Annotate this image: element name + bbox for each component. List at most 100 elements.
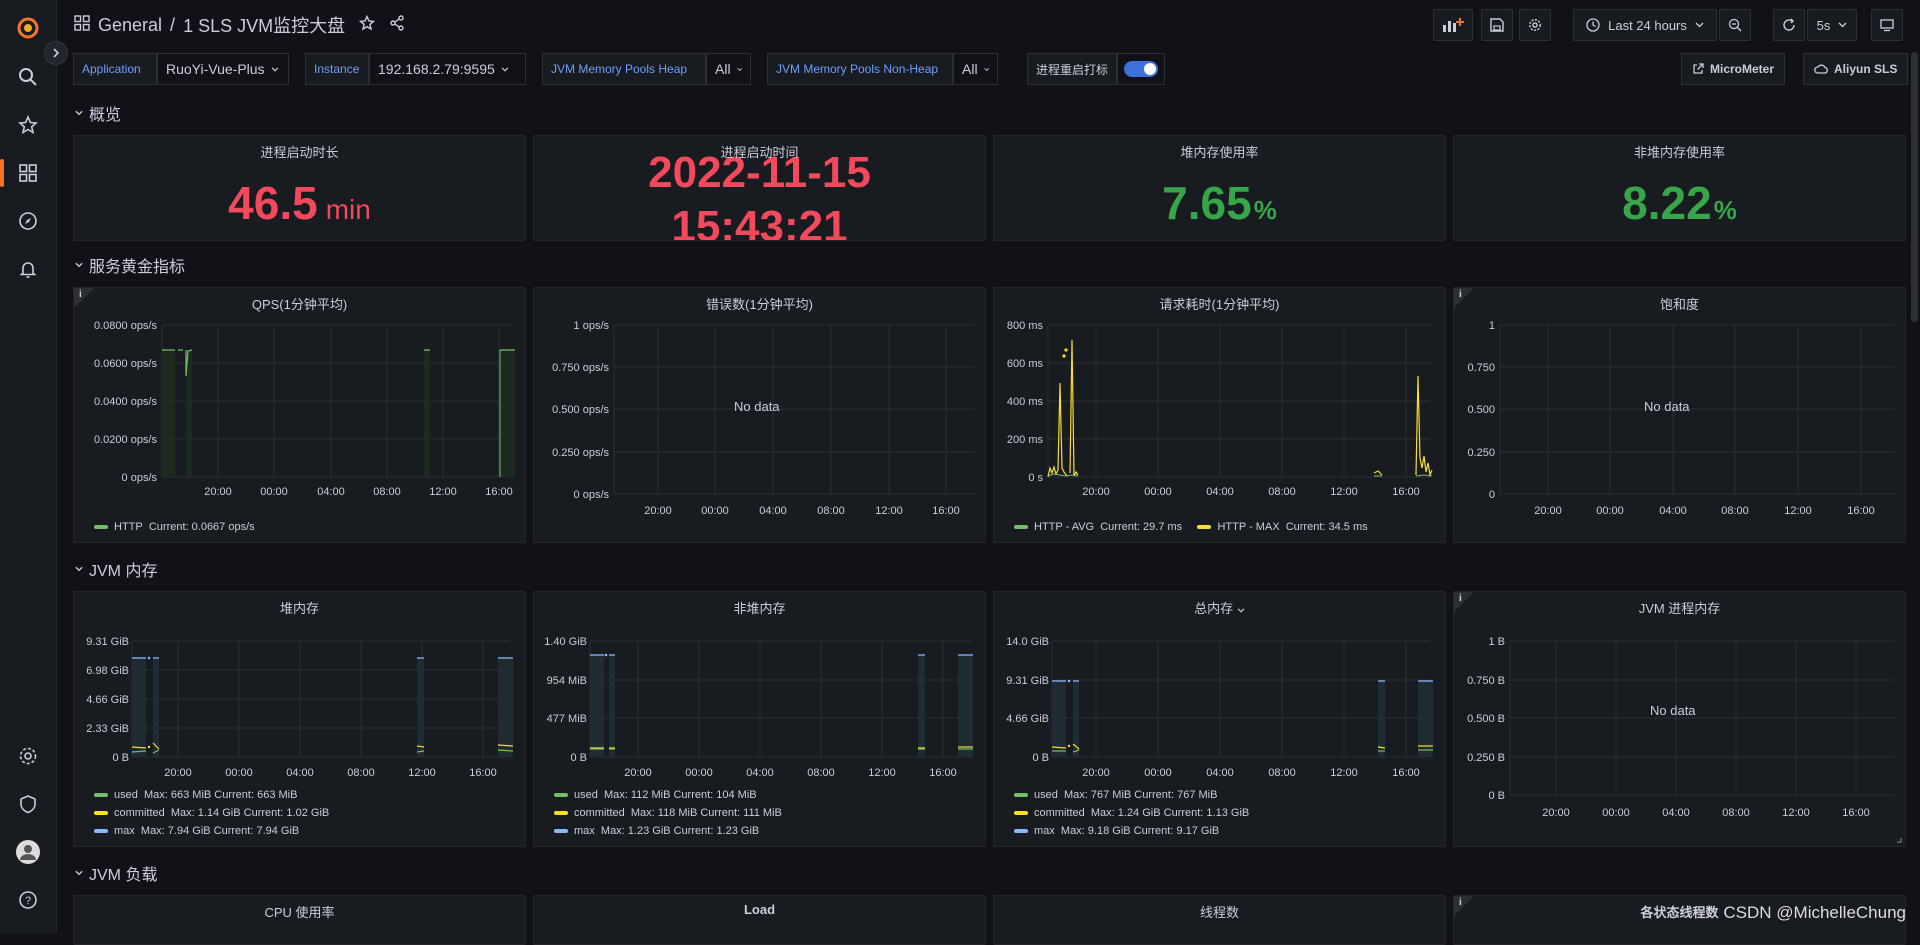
share-icon[interactable] <box>389 14 405 36</box>
qps-graph: 0.0800 ops/s 0.0600 ops/s 0.0400 ops/s 0… <box>94 320 515 498</box>
y-tick: 0.250 ops/s <box>552 447 609 459</box>
row-golden-signals[interactable]: 服务黄金指标 <box>75 253 185 277</box>
page-scrollbar[interactable] <box>1911 52 1918 322</box>
heap-pools-select[interactable]: All <box>706 53 751 85</box>
row-jvm-memory[interactable]: JVM 内存 <box>75 557 157 581</box>
panel-title: 非堆内存使用率 <box>1633 145 1725 160</box>
legend-item[interactable]: committed Max: 118 MiB Current: 111 MiB <box>554 804 782 822</box>
latency-max-points <box>1062 348 1068 358</box>
zoom-out-button[interactable] <box>1719 9 1751 41</box>
row-golden-title: 服务黄金指标 <box>89 259 186 276</box>
nonheap-committed-series <box>590 746 973 749</box>
info-icon[interactable]: i <box>1459 593 1462 604</box>
legend-item[interactable]: HTTP - AVG Current: 29.7 ms HTTP - MAX C… <box>1014 518 1368 536</box>
y-tick: 200 ms <box>1007 434 1044 446</box>
star-favorite-icon[interactable] <box>358 14 376 36</box>
search-icon[interactable] <box>14 63 42 91</box>
help-icon[interactable]: ? <box>14 886 42 914</box>
application-value: RuoYi-Vue-Plus <box>166 61 265 77</box>
application-select[interactable]: RuoYi-Vue-Plus <box>157 53 289 85</box>
timeseries-panel-threads[interactable]: 线程数 <box>993 895 1446 945</box>
x-tick: 16:00 <box>485 486 513 498</box>
timeseries-panel-load[interactable]: Load <box>533 895 986 945</box>
timeseries-panel-jvm-process-memory[interactable]: i JVM 进程内存 1 B 0.750 B 0.500 B 0.250 B 0… <box>1453 591 1906 847</box>
info-icon[interactable]: i <box>1459 897 1462 908</box>
legend-item[interactable]: used Max: 112 MiB Current: 104 MiB <box>554 786 782 804</box>
x-tick: 20:00 <box>1542 807 1570 819</box>
timeseries-panel-total-memory[interactable]: 总内存 14.0 GiB 9.31 GiB 4.66 GiB 0 B 20:00… <box>993 591 1446 847</box>
nonheap-pools-select[interactable]: All <box>953 53 998 85</box>
x-tick: 12:00 <box>1330 767 1358 779</box>
legend-item[interactable]: max Max: 9.18 GiB Current: 9.17 GiB <box>1014 822 1249 840</box>
shield-icon[interactable] <box>14 790 42 818</box>
info-icon[interactable]: i <box>79 289 82 300</box>
timeseries-panel-nonheap[interactable]: 非堆内存 1.40 GiB 954 MiB 477 MiB 0 B 20:00 … <box>533 591 986 847</box>
x-tick: 16:00 <box>932 505 960 517</box>
refresh-interval-picker[interactable]: 5s <box>1807 9 1857 41</box>
x-tick: 00:00 <box>1144 486 1172 498</box>
timeseries-panel-saturation[interactable]: i 饱和度 1 0.750 0.500 0.250 0 20:00 00:00 … <box>1453 287 1906 543</box>
stat-panel-heap-usage[interactable]: 堆内存使用率 7.65% <box>993 135 1446 241</box>
tv-mode-button[interactable] <box>1871 9 1903 41</box>
row-jvm-memory-title: JVM 内存 <box>89 563 158 580</box>
timeseries-panel-heap[interactable]: 堆内存 9.31 GiB 6.98 GiB 4.66 GiB 2.33 GiB … <box>73 591 526 847</box>
y-tick: 0 ops/s <box>574 489 610 501</box>
stat-panel-uptime[interactable]: 进程启动时长 46.5 min <box>73 135 526 241</box>
timeseries-panel-qps[interactable]: i QPS(1分钟平均) 0.0800 ops/s 0.0600 ops/s 0… <box>73 287 526 543</box>
legend-item[interactable]: committed Max: 1.14 GiB Current: 1.02 Gi… <box>94 804 329 822</box>
legend-item[interactable]: max Max: 1.23 GiB Current: 1.23 GiB <box>554 822 782 840</box>
breadcrumb-folder[interactable]: General <box>98 14 163 35</box>
row-jvm-load[interactable]: JVM 负载 <box>75 861 157 885</box>
legend-item[interactable]: committed Max: 1.24 GiB Current: 1.13 Gi… <box>1014 804 1249 822</box>
refresh-button[interactable] <box>1773 9 1805 41</box>
legend-item[interactable]: max Max: 7.94 GiB Current: 7.94 GiB <box>94 822 329 840</box>
y-tick: 0 B <box>1488 790 1505 802</box>
time-range-picker[interactable]: Last 24 hours <box>1573 9 1717 41</box>
settings-gear-icon[interactable] <box>14 742 42 770</box>
stat-panel-nonheap-usage[interactable]: 非堆内存使用率 8.22% <box>1453 135 1906 241</box>
legend-item[interactable]: used Max: 767 MiB Current: 767 MiB <box>1014 786 1249 804</box>
alerting-bell-icon[interactable] <box>14 255 42 283</box>
application-variable-label: Application <box>73 53 157 85</box>
restart-marker-toggle[interactable] <box>1117 53 1165 85</box>
timeseries-panel-cpu[interactable]: CPU 使用率 <box>73 895 526 945</box>
user-avatar[interactable] <box>14 838 42 866</box>
timeseries-panel-errors[interactable]: 错误数(1分钟平均) 1 ops/s 0.750 ops/s 0.500 ops… <box>533 287 986 543</box>
x-tick: 12:00 <box>875 505 903 517</box>
x-tick: 16:00 <box>929 767 957 779</box>
total-max-series <box>1052 679 1433 757</box>
row-overview[interactable]: 概览 <box>75 101 121 125</box>
chevron-down-icon <box>75 110 83 116</box>
dashboard-settings-button[interactable] <box>1519 9 1551 41</box>
top-nav: General / 1 SLS JVM监控大盘 Last 24 hours <box>57 0 1920 50</box>
chevron-down-icon <box>75 262 83 268</box>
star-icon[interactable] <box>14 111 42 139</box>
page-title[interactable]: 1 SLS JVM监控大盘 <box>183 16 346 36</box>
micrometer-link[interactable]: MicroMeter <box>1681 53 1786 85</box>
timeseries-panel-latency[interactable]: 请求耗时(1分钟平均) 800 ms 600 ms 400 ms 200 ms … <box>993 287 1446 543</box>
y-tick: 0 s <box>1028 472 1043 484</box>
aliyun-sls-link[interactable]: Aliyun SLS <box>1803 53 1909 85</box>
resize-handle-icon[interactable] <box>1896 837 1902 843</box>
explore-compass-icon[interactable] <box>14 207 42 235</box>
add-panel-button[interactable] <box>1433 9 1473 41</box>
expand-sidebar-button[interactable] <box>44 41 68 65</box>
x-tick: 00:00 <box>1596 505 1624 517</box>
errors-graph: 1 ops/s 0.750 ops/s 0.500 ops/s 0.250 op… <box>552 320 974 517</box>
instance-select[interactable]: 192.168.2.79:9595 <box>369 53 526 85</box>
grafana-logo-icon[interactable] <box>14 14 42 42</box>
info-icon[interactable]: i <box>1459 289 1462 300</box>
x-tick: 12:00 <box>868 767 896 779</box>
y-tick: 0.750 ops/s <box>552 362 609 374</box>
save-dashboard-button[interactable] <box>1481 9 1513 41</box>
stat-panel-start-time[interactable]: 2022-11-15 15:43:21 进程启动时间 <box>533 135 986 241</box>
y-tick: 1 ops/s <box>574 320 610 332</box>
legend-item[interactable]: HTTP Current: 0.0667 ops/s <box>94 518 255 536</box>
y-tick: 0.500 ops/s <box>552 404 609 416</box>
y-tick: 1.40 GiB <box>544 636 587 648</box>
legend-item[interactable]: used Max: 663 MiB Current: 663 MiB <box>94 786 329 804</box>
row-overview-title: 概览 <box>89 107 122 124</box>
micrometer-link-label: MicroMeter <box>1710 62 1775 76</box>
y-tick: 9.31 GiB <box>86 636 129 648</box>
dashboards-icon[interactable] <box>14 159 42 187</box>
